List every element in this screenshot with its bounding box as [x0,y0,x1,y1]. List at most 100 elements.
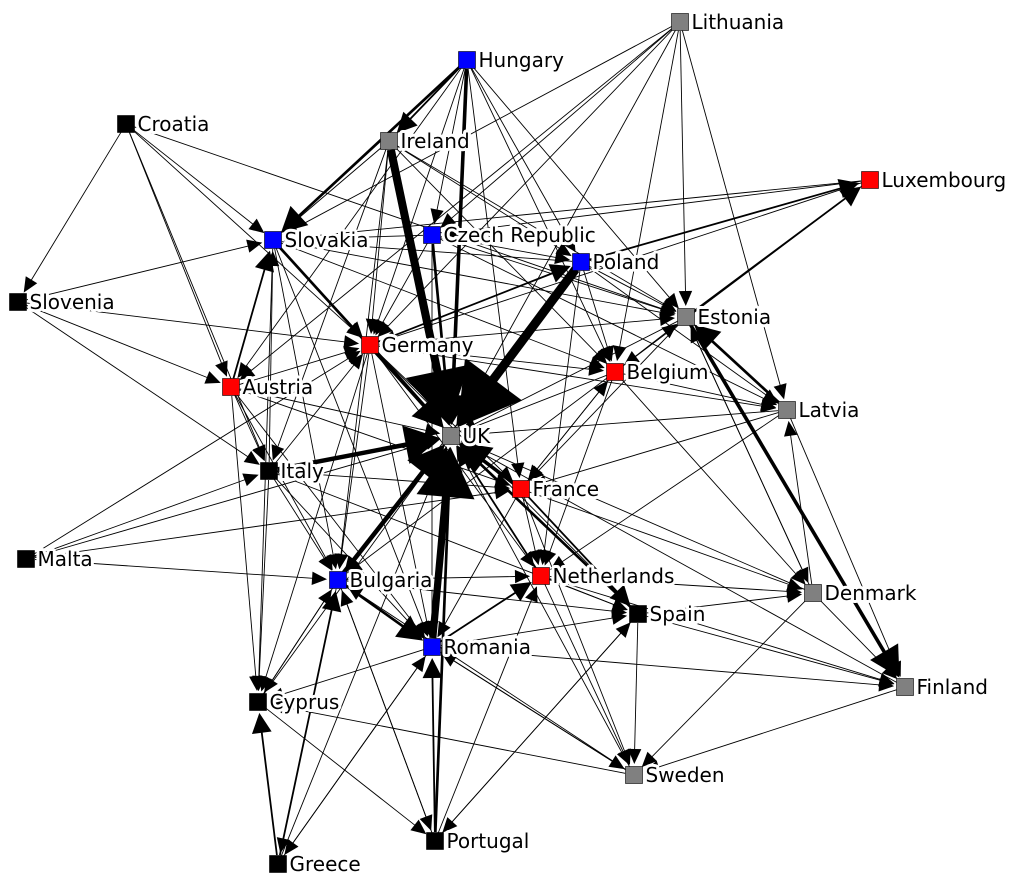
edge-poland-to-belgium [583,270,614,362]
node-finland[interactable]: Finland [896,672,991,702]
edge-portugal-to-romania [422,657,443,833]
edge-line [620,378,797,575]
edge-arrowhead [422,657,443,679]
node-lithuania[interactable]: Lithuania [671,7,787,37]
node-poland[interactable]: Poland [572,247,662,277]
node-uk[interactable]: UK [442,421,494,451]
edge-hungary-to-austria [237,67,463,379]
edge-line [549,578,615,606]
node-greece[interactable]: Greece [269,849,364,878]
edge-line [657,689,897,768]
node-marker[interactable] [260,462,278,480]
node-label: Netherlands [553,564,675,588]
edge-portugal-to-netherlands [437,586,538,833]
node-sweden[interactable]: Sweden [625,760,728,790]
edge-latvia-to-france [531,412,779,489]
node-malta[interactable]: Malta [17,544,96,574]
node-marker[interactable] [677,308,695,326]
node-belgium[interactable]: Belgium [606,357,712,387]
edge-arrowhead [424,423,441,437]
node-bulgaria[interactable]: Bulgaria [329,565,435,595]
edge-arrowhead [424,436,441,450]
node-marker[interactable] [671,13,689,31]
edge-slovenia-to-italy [25,306,260,465]
edge-czechrepublic-to-germany [375,242,428,336]
edge-germany-to-france [376,350,514,482]
node-germany[interactable]: Germany [361,330,477,360]
edge-arrowhead [437,621,451,638]
edge-line [646,595,789,614]
node-marker[interactable] [361,336,379,354]
edge-sweden-to-cyprus [268,700,626,774]
edge-line [588,265,665,306]
node-marker[interactable] [426,832,444,850]
edge-arrowhead [623,351,640,366]
edge-line [277,442,408,472]
node-luxembourg[interactable]: Luxembourg [861,165,1009,195]
edge-germany-to-netherlands [374,351,535,568]
node-portugal[interactable]: Portugal [426,826,532,856]
edge-latvia-to-finland [790,418,901,677]
edge-line [467,68,519,465]
edges-layer [23,25,901,857]
node-denmark[interactable]: Denmark [804,578,920,608]
node-marker[interactable] [804,584,822,602]
edge-slovenia-to-slovakia [26,239,263,301]
node-label: Spain [650,602,706,626]
node-italy[interactable]: Italy [260,456,327,486]
edge-line [274,248,334,556]
node-marker[interactable] [17,550,35,568]
edge-line [549,380,613,553]
node-marker[interactable] [380,132,398,150]
edge-line [239,389,498,482]
node-marker[interactable] [572,253,590,271]
node-marker[interactable] [423,638,441,656]
node-marker[interactable] [329,571,347,589]
node-cyprus[interactable]: Cyprus [249,687,342,717]
node-marker[interactable] [222,378,240,396]
edge-arrowhead [417,400,444,428]
edge-bulgaria-to-greece [276,588,337,854]
node-marker[interactable] [532,567,550,585]
edge-arrowhead [420,620,434,637]
node-austria[interactable]: Austria [222,372,316,402]
node-marker[interactable] [512,480,530,498]
edge-latvia-to-uk [461,410,779,441]
node-marker[interactable] [778,401,796,419]
node-marker[interactable] [629,605,647,623]
node-marker[interactable] [9,293,27,311]
node-netherlands[interactable]: Netherlands [532,561,677,591]
node-marker[interactable] [458,51,476,69]
edge-arrowhead [311,571,328,585]
edge-luxembourg-to-germany [380,182,862,344]
node-marker[interactable] [442,427,460,445]
node-marker[interactable] [896,678,914,696]
node-marker[interactable] [264,231,282,249]
edge-lithuania-to-austria [239,27,674,381]
node-slovakia[interactable]: Slovakia [264,225,371,255]
edge-line [371,149,389,321]
edge-ireland-to-italy [271,149,387,461]
node-marker[interactable] [625,766,643,784]
node-ireland[interactable]: Ireland [380,126,473,156]
node-marker[interactable] [249,693,267,711]
edge-line [472,447,898,684]
node-latvia[interactable]: Latvia [778,395,862,425]
node-marker[interactable] [117,115,135,133]
node-romania[interactable]: Romania [423,632,534,662]
node-marker[interactable] [423,226,441,244]
edge-arrowhead [562,236,576,253]
node-marker[interactable] [606,363,624,381]
node-spain[interactable]: Spain [629,599,708,629]
node-marker[interactable] [269,855,287,873]
node-france[interactable]: France [512,474,602,504]
edge-line [440,617,614,647]
node-marker[interactable] [861,171,879,189]
node-croatia[interactable]: Croatia [117,109,212,139]
node-czechrepublic[interactable]: Czech Republic [423,220,599,250]
node-slovenia[interactable]: Slovenia [9,287,118,317]
edge-line [282,667,418,857]
node-hungary[interactable]: Hungary [458,45,567,75]
edge-denmark-to-sweden [641,599,808,768]
node-estonia[interactable]: Estonia [677,302,774,332]
